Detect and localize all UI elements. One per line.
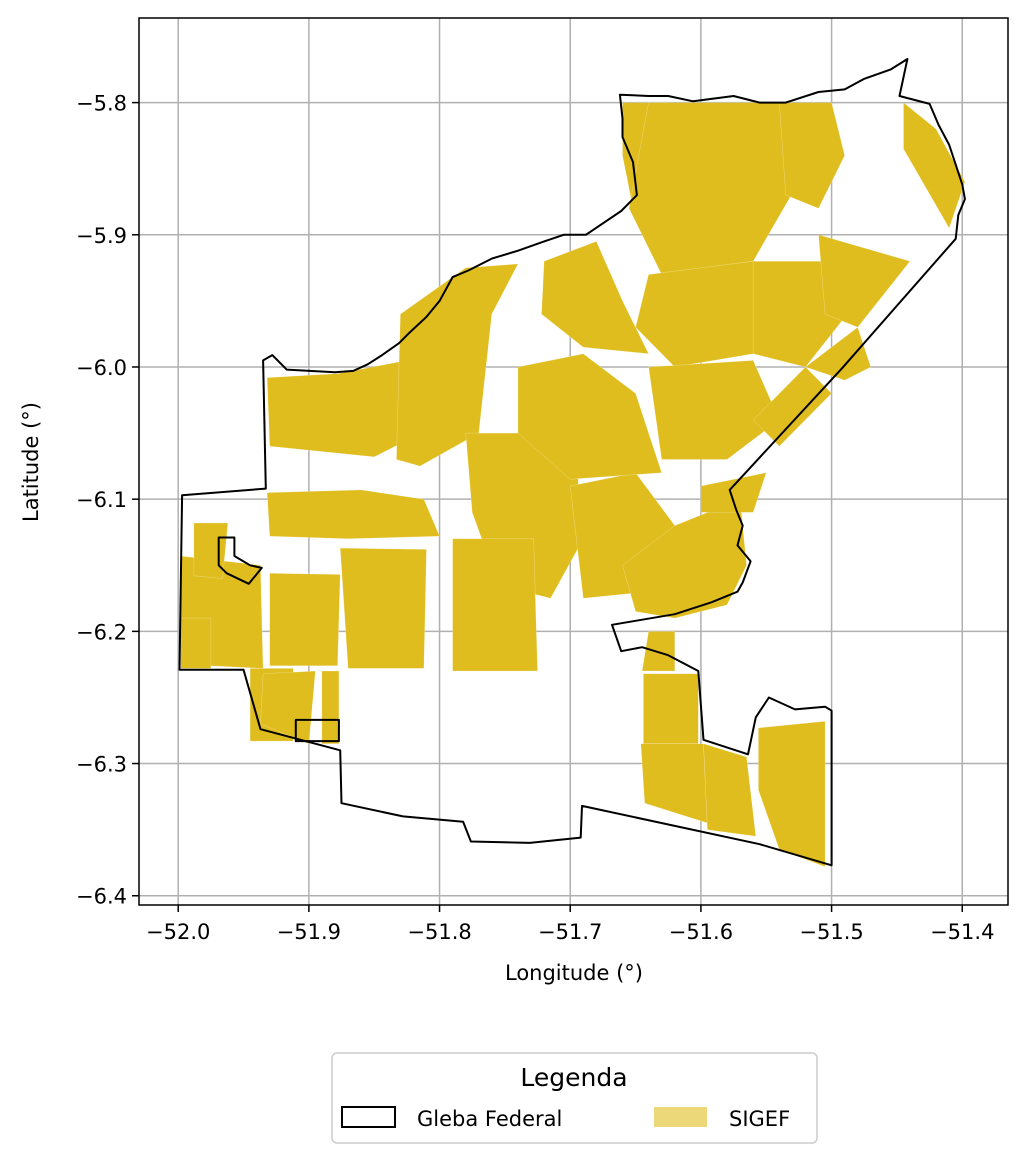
sigef-parcel (643, 673, 699, 744)
y-tick-label: −5.9 (76, 224, 127, 248)
y-axis-ticks: −5.8 −5.9 −6.0 −6.1 −6.2 −6.3 −6.4 (76, 92, 139, 909)
sigef-parcel (452, 538, 538, 672)
sigef-parcel (903, 102, 966, 229)
sigef-parcel (818, 234, 911, 328)
sigef-parcel (648, 360, 780, 460)
sigef-parcel (779, 102, 845, 209)
gleba-federal-boundary (178, 58, 966, 867)
y-tick-label: −6.1 (76, 488, 127, 512)
sigef-parcel (321, 670, 340, 744)
gleba-federal-inner-outline (217, 536, 263, 585)
x-tick-label: −51.9 (277, 920, 341, 944)
sigef-parcel (517, 353, 662, 480)
x-axis-ticks: −52.0 −51.9 −51.8 −51.7 −51.6 −51.5 −51.4 (146, 905, 994, 944)
sigef-parcel (758, 721, 826, 867)
gleba-federal-inner-outline (294, 718, 340, 743)
x-tick-label: −51.7 (538, 920, 602, 944)
legend-swatch-sigef (654, 1107, 707, 1127)
sigef-parcel (269, 572, 341, 666)
sigef-parcel (703, 743, 757, 837)
sigef-parcel (180, 617, 212, 669)
y-tick-label: −6.3 (76, 753, 127, 777)
y-tick-label: −6.4 (76, 885, 127, 909)
y-axis-title: Latitude (°) (19, 402, 43, 522)
legend-title: Legenda (520, 1063, 627, 1092)
y-tick-label: −6.2 (76, 620, 127, 644)
legend: Legenda Gleba Federal SIGEF (331, 1052, 818, 1144)
x-tick-label: −51.6 (669, 920, 733, 944)
legend-swatch-gleba-federal (341, 1106, 396, 1128)
sigef-parcel (339, 547, 427, 669)
x-tick-label: −51.8 (407, 920, 471, 944)
x-tick-label: −52.0 (146, 920, 210, 944)
legend-label-gleba-federal: Gleba Federal (417, 1107, 562, 1131)
y-tick-label: −6.0 (76, 356, 127, 380)
sigef-parcel (805, 326, 872, 381)
gleba-federal-outline (178, 58, 966, 867)
y-tick-label: −5.8 (76, 92, 127, 116)
sigef-parcel (266, 489, 440, 540)
sigef-parcel (541, 241, 649, 355)
x-tick-label: −51.5 (799, 920, 863, 944)
sigef-parcel (752, 366, 832, 447)
sigef-parcel (700, 472, 767, 513)
plot-frame (138, 17, 1009, 906)
x-tick-label: −51.4 (930, 920, 994, 944)
legend-label-sigef: SIGEF (729, 1107, 790, 1131)
x-axis-title: Longitude (°) (505, 961, 643, 985)
sigef-parcels (180, 102, 966, 867)
